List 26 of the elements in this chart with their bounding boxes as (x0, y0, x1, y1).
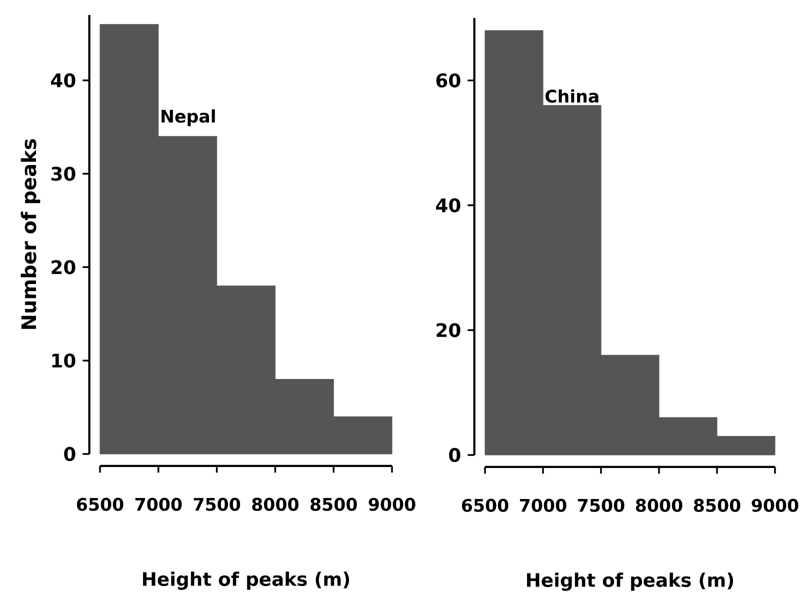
annotation: Nepal (162, 109, 215, 126)
y-tick-label: 0 (64, 446, 76, 462)
x-tick-label: 9000 (752, 498, 798, 512)
x-axis-title: Height of peaks (m) (527, 572, 734, 591)
annotation: China (545, 89, 598, 103)
x-tick-label: 8500 (310, 498, 357, 511)
y-tick-label: 60 (436, 73, 460, 88)
x-tick-label: 7500 (578, 498, 624, 512)
y-tick-label: 40 (51, 73, 76, 88)
x-tick-label: 8500 (694, 498, 740, 512)
x-axis-title: Height of peaks (m) (143, 572, 350, 590)
x-tick-label: 7500 (194, 498, 240, 511)
x-tick-label: 7000 (520, 498, 566, 512)
y-axis-title: Number of peaks (20, 139, 40, 329)
y-tick-label: 20 (52, 260, 76, 274)
x-tick-label: 7000 (135, 498, 182, 511)
x-tick-label: 8000 (636, 498, 682, 512)
y-tick-label: 10 (52, 354, 76, 368)
x-tick-label: 6500 (76, 498, 124, 511)
y-tick-label: 0 (449, 448, 460, 462)
x-tick-label: 8000 (252, 498, 298, 511)
y-tick-label: 40 (436, 198, 460, 212)
y-tick-label: 20 (436, 323, 460, 338)
y-tick-label: 30 (51, 166, 76, 181)
x-tick-label: 9000 (368, 498, 416, 511)
x-tick-label: 6500 (462, 498, 508, 512)
